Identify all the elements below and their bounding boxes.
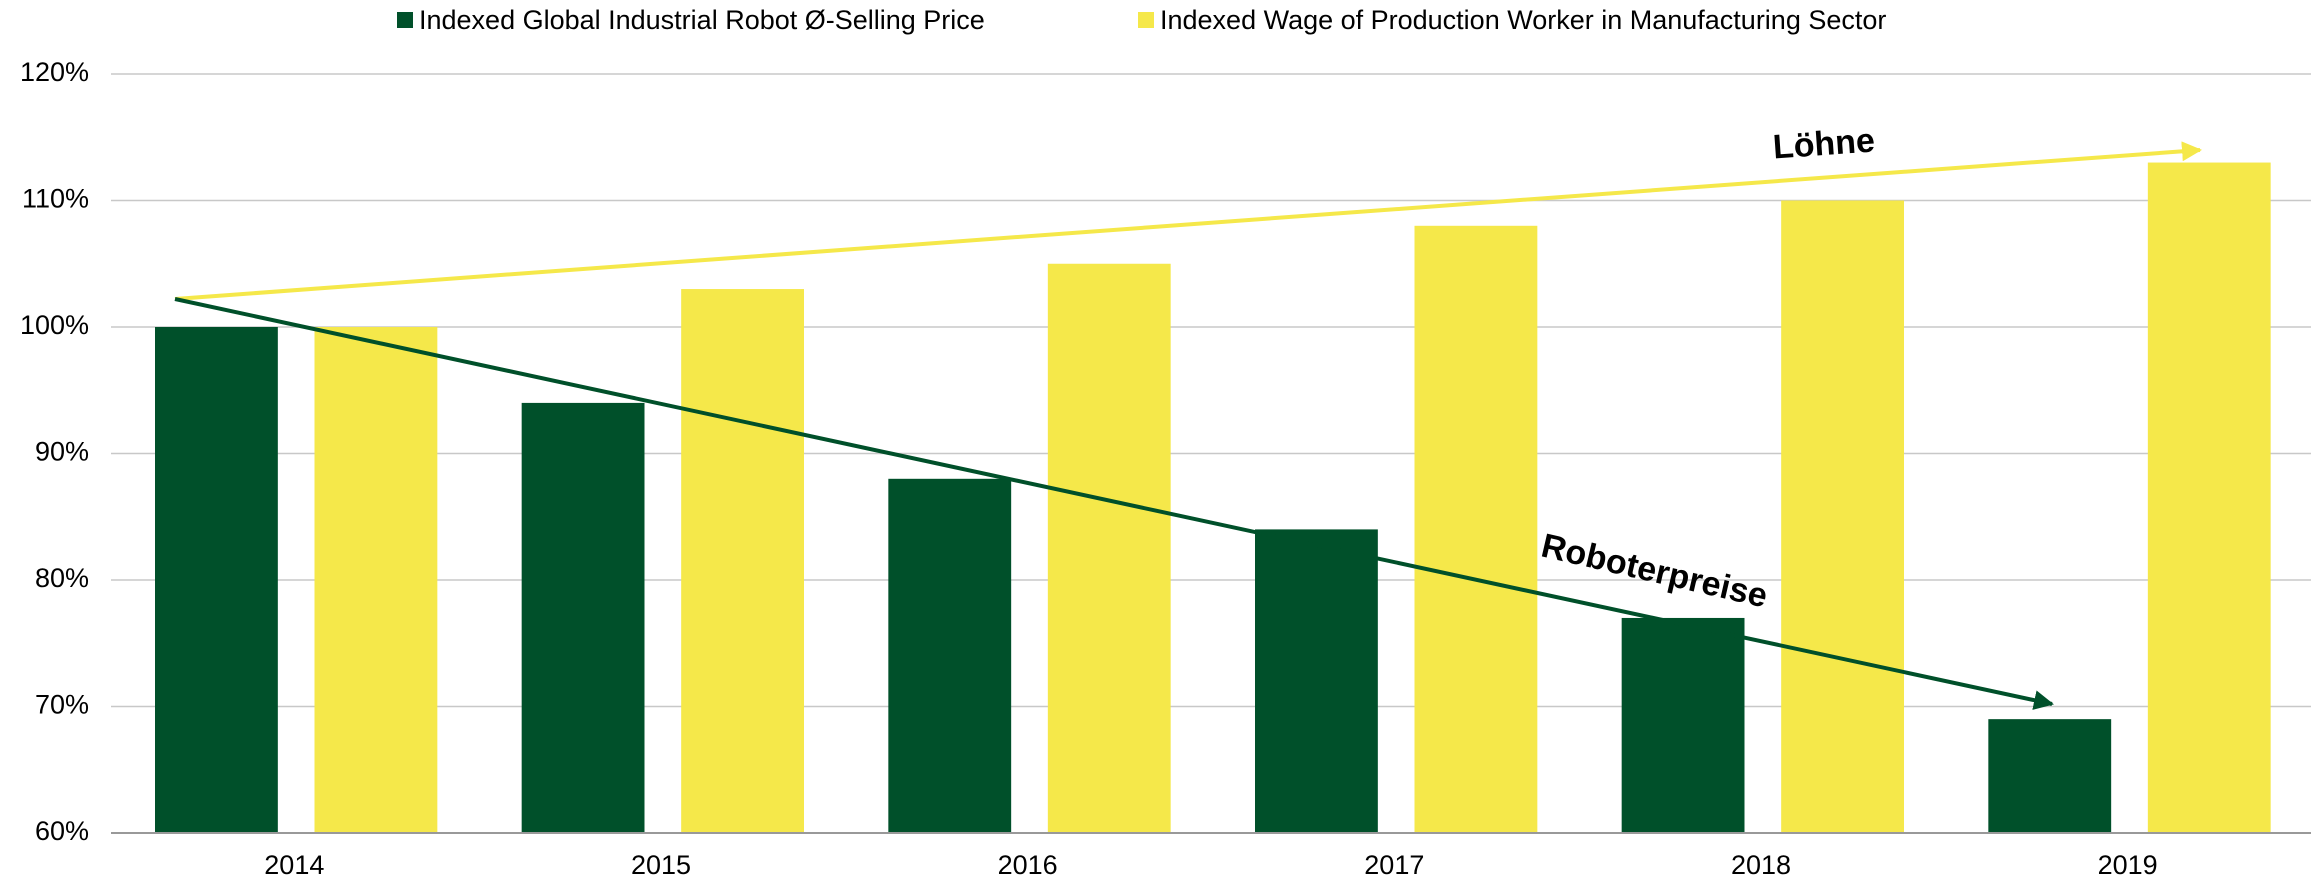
x-tick-label: 2014 <box>264 850 324 880</box>
trend-arrow <box>174 141 2202 301</box>
x-tick-label: 2015 <box>631 850 691 880</box>
x-tick-label: 2017 <box>1364 850 1424 880</box>
y-tick-label: 90% <box>35 437 89 467</box>
y-tick-label: 60% <box>35 816 89 846</box>
bar <box>1988 719 2112 833</box>
bar <box>521 402 645 833</box>
legend-label: Indexed Wage of Production Worker in Man… <box>1160 5 1886 35</box>
bar <box>1621 617 1745 833</box>
bar <box>1047 263 1171 833</box>
y-tick-label: 70% <box>35 690 89 720</box>
bar <box>1255 529 1378 833</box>
bar <box>314 327 438 833</box>
y-tick-label: 110% <box>22 184 89 214</box>
annotation: Löhne <box>1772 121 1876 166</box>
bar <box>1414 225 1538 834</box>
y-tick-label: 100% <box>20 310 89 340</box>
bar <box>888 478 1012 833</box>
bar <box>155 327 278 833</box>
y-tick-label: 80% <box>35 563 89 593</box>
bar <box>1781 200 1904 833</box>
bar <box>681 289 804 833</box>
legend-label: Indexed Global Industrial Robot Ø-Sellin… <box>419 5 985 35</box>
x-tick-label: 2018 <box>1731 850 1791 880</box>
legend-swatch <box>1138 12 1154 28</box>
y-tick-label: 120% <box>20 57 89 87</box>
x-tick-label: 2019 <box>2098 850 2158 880</box>
legend-swatch <box>397 12 413 28</box>
x-tick-label: 2016 <box>998 850 1058 880</box>
trend-arrow <box>174 297 2054 710</box>
bar <box>2147 162 2271 834</box>
